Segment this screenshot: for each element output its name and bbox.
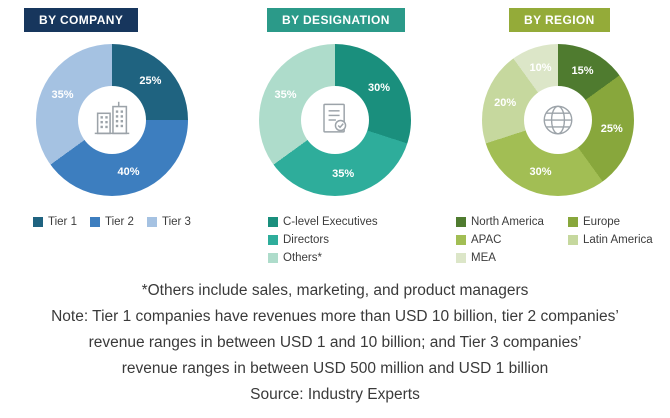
- legend-swatch: [268, 235, 278, 245]
- legend-item: Latin America: [568, 234, 669, 246]
- chart-header-company: BY COMPANY: [24, 8, 139, 32]
- donut-hole-designation: [300, 86, 369, 154]
- legend-item: APAC: [456, 234, 564, 246]
- legend-swatch: [146, 217, 157, 227]
- legend-item: Europe: [568, 216, 669, 228]
- globe-icon: [543, 105, 572, 135]
- slice-label: 25%: [139, 75, 162, 88]
- legend-item: Tier 1: [33, 216, 77, 228]
- legend-region: North America Europe APAC Latin America MEA: [456, 216, 669, 264]
- legend-label: Tier 2: [104, 216, 134, 228]
- donut-wrap-region: 15% 25% 30% 20% 10%: [481, 44, 634, 196]
- legend-swatch: [89, 217, 100, 227]
- legend-label: MEA: [471, 252, 496, 264]
- legend-swatch: [456, 217, 466, 227]
- donut-wrap-designation: 30% 35% 35%: [258, 44, 411, 196]
- chart-by-company: BY COMPANY: [0, 8, 223, 264]
- legend-label: APAC: [471, 234, 502, 246]
- legend-label: Directors: [283, 234, 330, 246]
- legend-swatch: [456, 235, 466, 245]
- legend-swatch: [268, 217, 278, 227]
- legend-swatch: [456, 253, 466, 263]
- legend-item: Others*: [268, 252, 446, 264]
- certificate-icon: [322, 103, 346, 133]
- legend-label: Others*: [283, 252, 322, 264]
- donut-hole-company: [77, 86, 146, 154]
- slice-label: 35%: [51, 89, 74, 102]
- legend-label: Tier 1: [48, 216, 77, 228]
- legend-item: C-level Executives: [268, 216, 446, 228]
- buildings-icon: [94, 101, 129, 135]
- legend-item: Tier 3: [146, 216, 191, 228]
- chart-by-region: BY REGION 15% 25% 30% 20% 10% North: [446, 8, 669, 264]
- slice-label: 40%: [117, 166, 140, 179]
- legend-label: Europe: [583, 216, 621, 228]
- slice-label: 30%: [367, 81, 390, 94]
- charts-row: BY COMPANY: [0, 8, 669, 264]
- legend-company: Tier 1 Tier 2 Tier 3: [33, 216, 223, 228]
- note-line-1: Note: Tier 1 companies have revenues mor…: [51, 308, 619, 325]
- source-line: Source: Industry Experts: [250, 386, 420, 403]
- slice-label: 15%: [571, 64, 594, 77]
- slice-label: 35%: [332, 168, 355, 181]
- legend-swatch: [568, 217, 578, 227]
- legend-swatch: [568, 235, 578, 245]
- legend-label: C-level Executives: [283, 216, 378, 228]
- note-line-3: revenue ranges in between USD 500 millio…: [121, 360, 549, 377]
- footnote-others: *Others include sales, marketing, and pr…: [141, 282, 529, 299]
- legend-designation: C-level Executives Directors Others*: [268, 216, 446, 264]
- donut-hole-region: [523, 86, 592, 154]
- chart-by-designation: BY DESIGNATION 30% 35% 3: [223, 8, 446, 264]
- legend-item: Directors: [268, 234, 446, 246]
- slice-label: 30%: [529, 166, 552, 179]
- slice-label: 10%: [529, 61, 552, 74]
- slice-label: 25%: [600, 122, 623, 135]
- donut-wrap-company: 25% 40% 35%: [35, 44, 188, 196]
- chart-header-designation: BY DESIGNATION: [267, 8, 405, 32]
- legend-item: MEA: [456, 252, 564, 264]
- chart-header-region: BY REGION: [509, 8, 610, 32]
- legend-label: Latin America: [583, 234, 653, 246]
- slice-label: 35%: [274, 89, 297, 102]
- legend-swatch: [268, 253, 278, 263]
- legend-item: Tier 2: [89, 216, 134, 228]
- legend-swatch: [33, 217, 43, 227]
- legend-label: North America: [471, 216, 544, 228]
- notes-block: *Others include sales, marketing, and pr…: [0, 278, 670, 408]
- slice-label: 20%: [494, 97, 517, 109]
- note-line-2: revenue ranges in between USD 1 and 10 b…: [88, 334, 582, 351]
- legend-label: Tier 3: [161, 216, 191, 228]
- legend-item: North America: [456, 216, 564, 228]
